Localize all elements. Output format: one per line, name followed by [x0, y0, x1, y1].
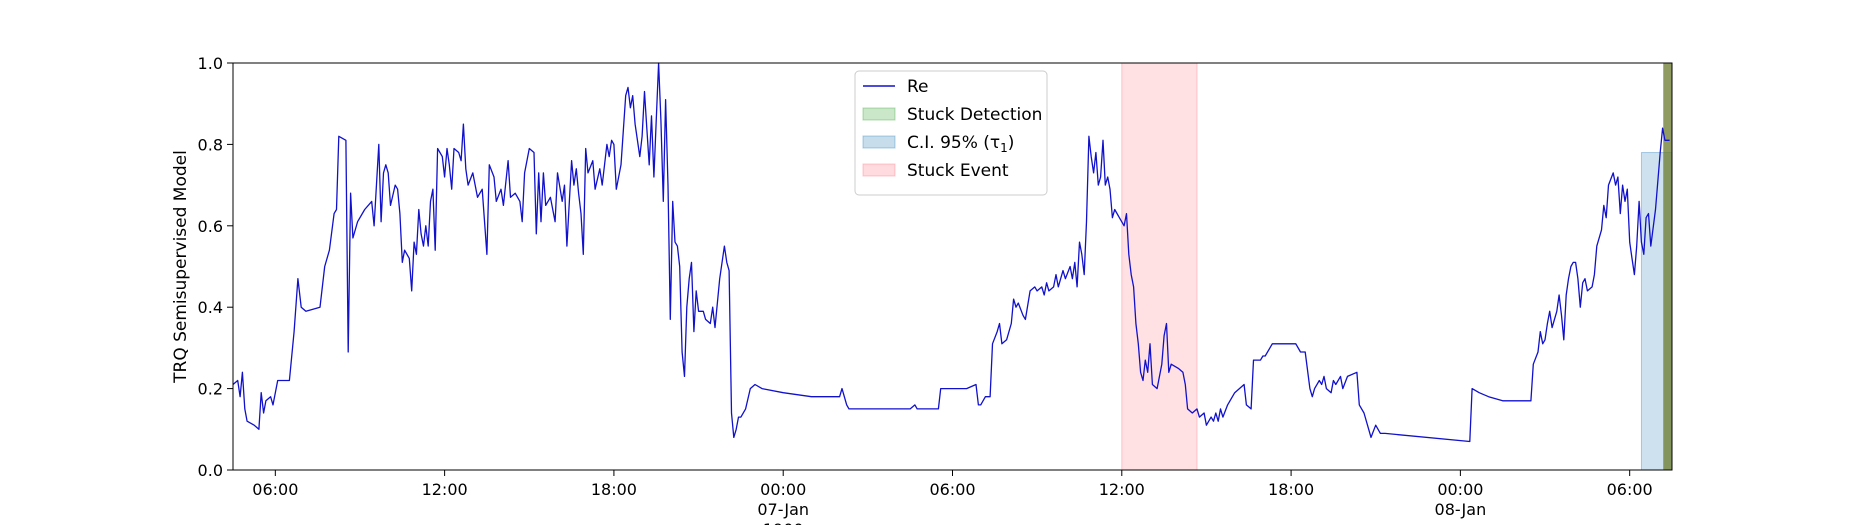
legend-label: Stuck Event [907, 161, 1009, 181]
span-stuck-event [1122, 63, 1197, 470]
x-tick-label: 18:00 [591, 480, 637, 499]
x-tick-label: 12:00 [1099, 480, 1145, 499]
x-tick-label: 06:00 [1607, 480, 1653, 499]
y-tick-label: 0.2 [198, 380, 223, 399]
legend-swatch [863, 136, 895, 148]
x-tick-label: 06:00 [252, 480, 298, 499]
shaded-spans [1122, 63, 1672, 470]
legend-label: Stuck Detection [907, 105, 1042, 125]
x-axis: 06:0012:0018:0000:0007-Jan190006:0012:00… [252, 470, 1652, 525]
y-tick-label: 0.4 [198, 298, 223, 317]
x-tick-label: 12:00 [422, 480, 468, 499]
x-tick-year-label: 1900 [763, 520, 804, 525]
legend-label: C.I. 95% (τ1) [907, 133, 1014, 155]
x-tick-date-label: 07-Jan [757, 500, 809, 519]
x-tick-label: 00:00 [760, 480, 806, 499]
y-axis: 0.0 0.2 0.4 0.6 0.8 1.0 [198, 54, 233, 480]
y-axis-label: TRQ Semisupervised Model [171, 150, 191, 384]
legend-label: Re [907, 77, 929, 97]
x-tick-date-label: 08-Jan [1435, 500, 1487, 519]
y-tick-label: 1.0 [198, 54, 223, 73]
legend-swatch [863, 164, 895, 176]
x-tick-label: 06:00 [929, 480, 975, 499]
x-tick-label: 18:00 [1268, 480, 1314, 499]
legend-swatch [863, 108, 895, 120]
y-tick-label: 0.0 [198, 461, 223, 480]
y-tick-label: 0.8 [198, 135, 223, 154]
span-stuck-detection [1664, 63, 1672, 470]
y-tick-label: 0.6 [198, 217, 223, 236]
x-tick-label: 00:00 [1437, 480, 1483, 499]
legend: Re Stuck Detection C.I. 95% (τ1) Stuck Even… [855, 71, 1047, 195]
